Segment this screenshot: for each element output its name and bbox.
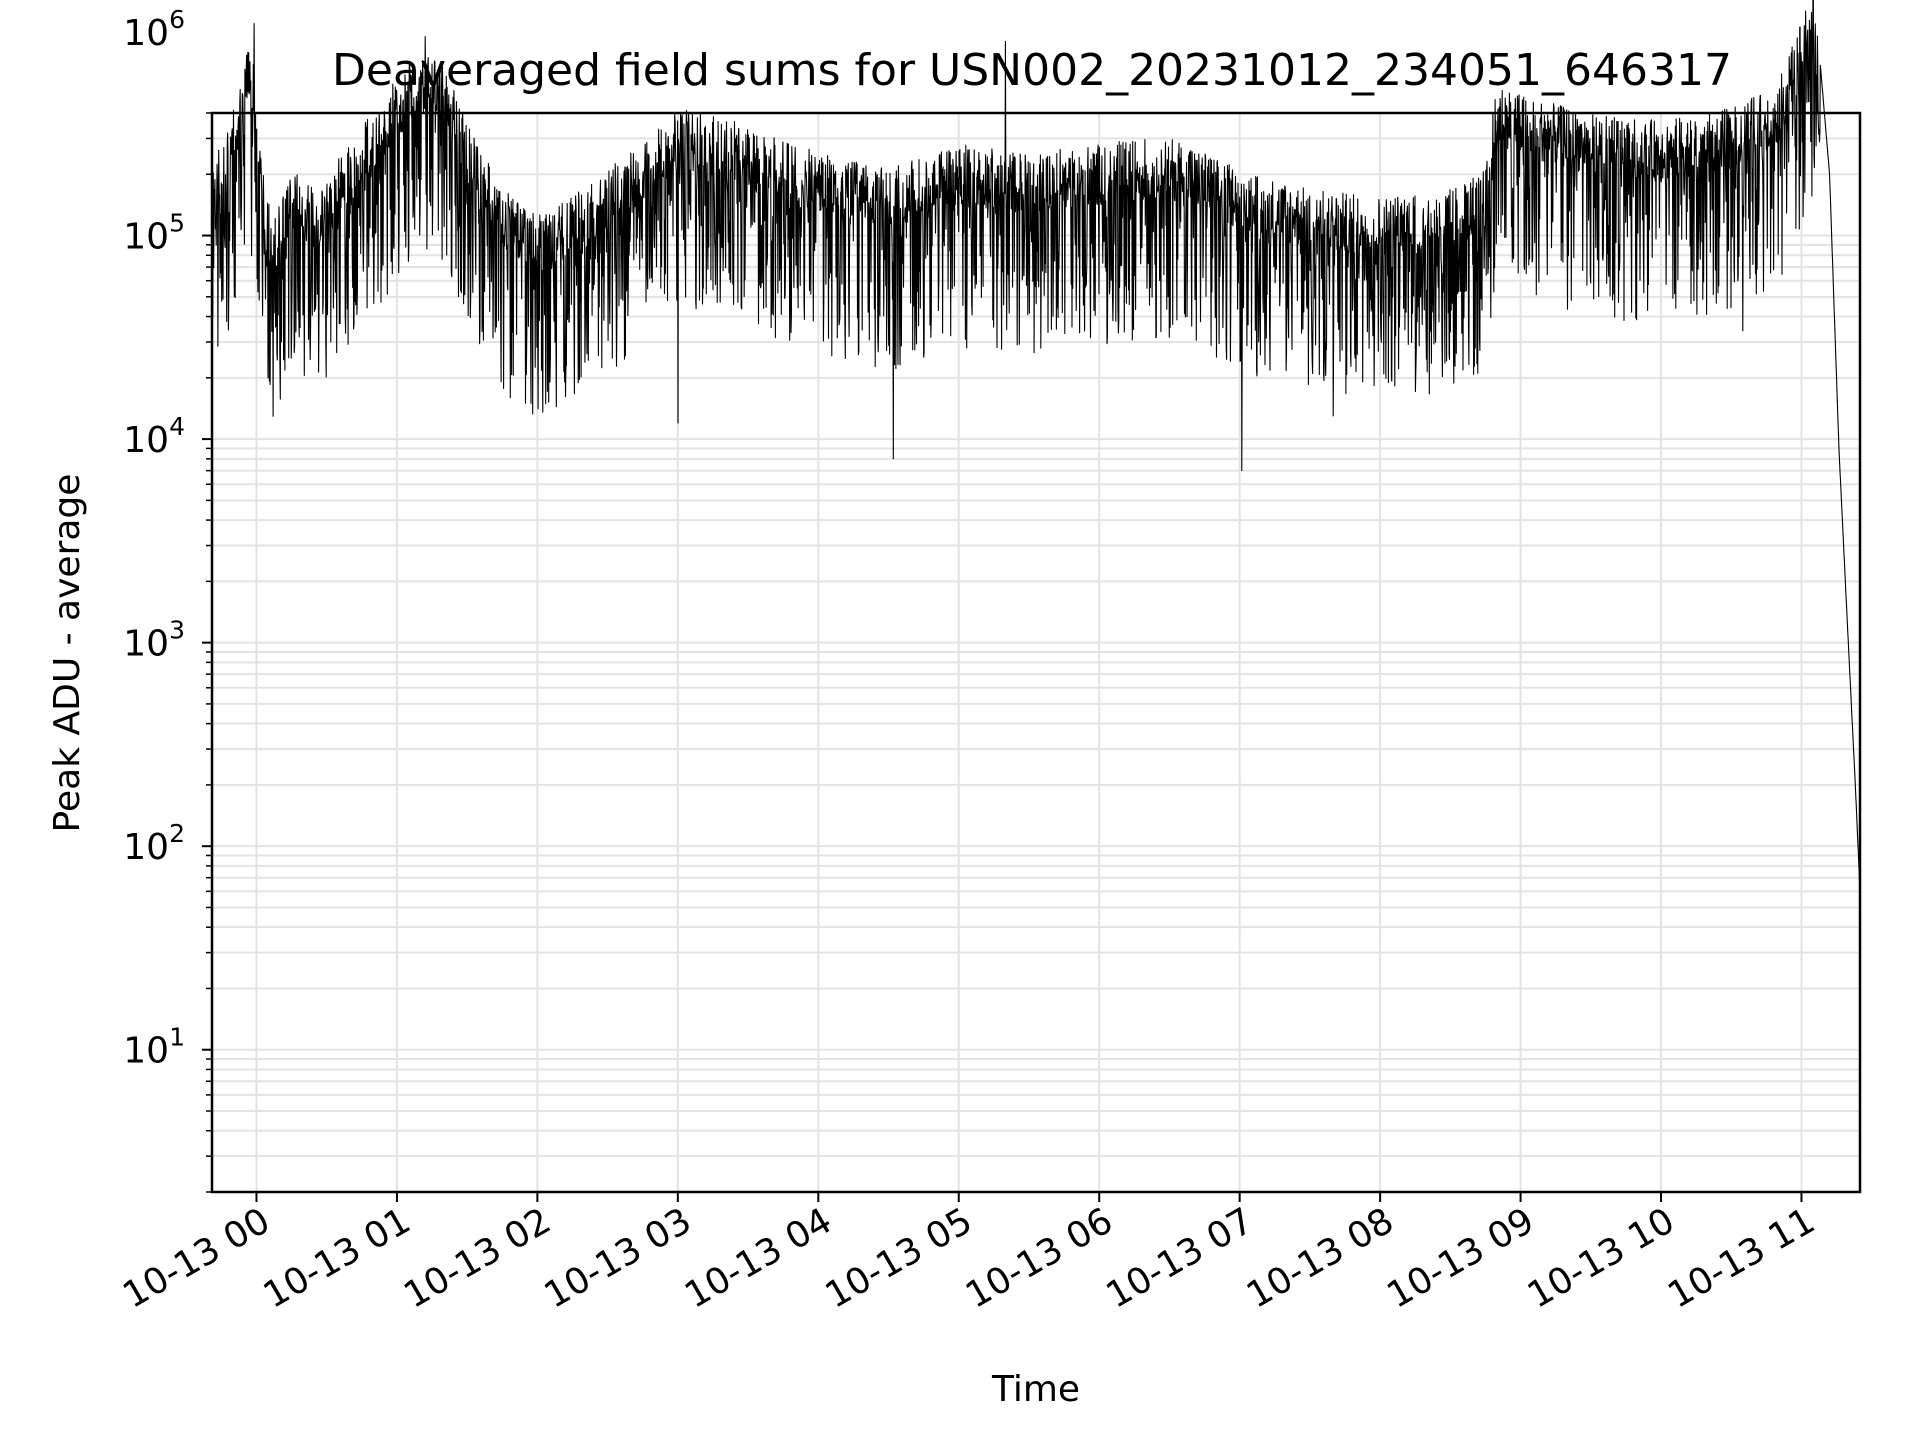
- y-tick-label-exponent: 5: [169, 209, 185, 238]
- x-tick-label: 10-13 10: [1521, 1200, 1682, 1316]
- y-tick-label-exponent: 1: [169, 1023, 185, 1052]
- y-tick-label: 104: [123, 412, 185, 461]
- x-tick-label: 10-13 03: [538, 1200, 699, 1316]
- y-tick-label-base: 10: [123, 1031, 169, 1072]
- chart-title: Deaveraged field sums for USN002_2023101…: [332, 45, 1732, 96]
- y-axis-label: Peak ADU - average: [47, 474, 88, 833]
- x-axis-label: Time: [991, 1369, 1080, 1410]
- y-tick-label: 105: [123, 209, 185, 258]
- x-tick-label: 10-13 11: [1661, 1200, 1822, 1316]
- data-area: [211, 0, 1861, 891]
- x-tick-label: 10-13 01: [257, 1200, 418, 1316]
- y-tick-label: 101: [123, 1023, 185, 1072]
- x-tick-label: 10-13 07: [1099, 1200, 1260, 1316]
- x-tick-label: 10-13 05: [819, 1200, 980, 1316]
- y-tick-label-base: 10: [123, 827, 169, 868]
- x-tick-label: 10-13 00: [116, 1200, 277, 1316]
- x-tick-label: 10-13 04: [678, 1200, 839, 1316]
- y-tick-label-exponent: 6: [169, 5, 185, 34]
- y-tick-label-exponent: 4: [169, 412, 185, 441]
- y-tick-label: 102: [123, 819, 185, 868]
- x-tick-label: 10-13 06: [959, 1200, 1120, 1316]
- y-tick-label-exponent: 3: [169, 616, 185, 645]
- y-tick-label-base: 10: [123, 420, 169, 461]
- y-tick-label: 103: [123, 616, 185, 665]
- y-tick-label-base: 10: [123, 13, 169, 54]
- x-tick-label: 10-13 08: [1240, 1200, 1401, 1316]
- x-tick-label: 10-13 09: [1380, 1200, 1541, 1316]
- y-tick-label-base: 10: [123, 217, 169, 258]
- y-tick-label: 106: [123, 5, 185, 54]
- x-tick-label: 10-13 02: [397, 1200, 558, 1316]
- y-tick-label-base: 10: [123, 624, 169, 665]
- series-line: [211, 0, 1861, 891]
- y-tick-label-exponent: 2: [169, 819, 185, 848]
